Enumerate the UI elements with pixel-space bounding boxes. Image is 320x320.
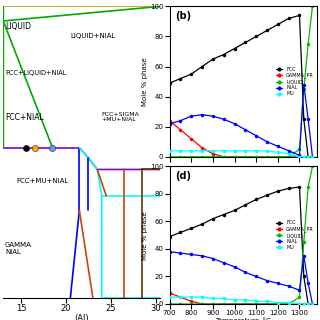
Text: LIQUID+NIAL: LIQUID+NIAL xyxy=(70,33,116,38)
Y-axis label: Mole % phase: Mole % phase xyxy=(142,57,148,106)
Text: FCC+MU+NIAL: FCC+MU+NIAL xyxy=(17,178,69,184)
Text: GAMMA
NIAL: GAMMA NIAL xyxy=(5,242,32,255)
Y-axis label: Mole % phase: Mole % phase xyxy=(142,211,148,260)
Text: (b): (b) xyxy=(175,11,192,21)
Text: (d): (d) xyxy=(175,171,191,180)
Legend: FCC, GAMMA_PR, LIQUID, NIAL, MU: FCC, GAMMA_PR, LIQUID, NIAL, MU xyxy=(275,219,316,252)
X-axis label: (Al): (Al) xyxy=(74,314,89,320)
Text: FCC+LIQUID+NIAL: FCC+LIQUID+NIAL xyxy=(5,70,66,76)
Text: FCC+SIGMA
+MU+NIAL: FCC+SIGMA +MU+NIAL xyxy=(102,112,140,123)
Text: LIQUID: LIQUID xyxy=(5,22,31,31)
X-axis label: Temperature_°C: Temperature_°C xyxy=(215,318,271,320)
Text: FCC+NIAL: FCC+NIAL xyxy=(5,113,44,122)
Legend: FCC, GAMMA_PR, LIQUID, NIAL, MU: FCC, GAMMA_PR, LIQUID, NIAL, MU xyxy=(275,65,316,98)
